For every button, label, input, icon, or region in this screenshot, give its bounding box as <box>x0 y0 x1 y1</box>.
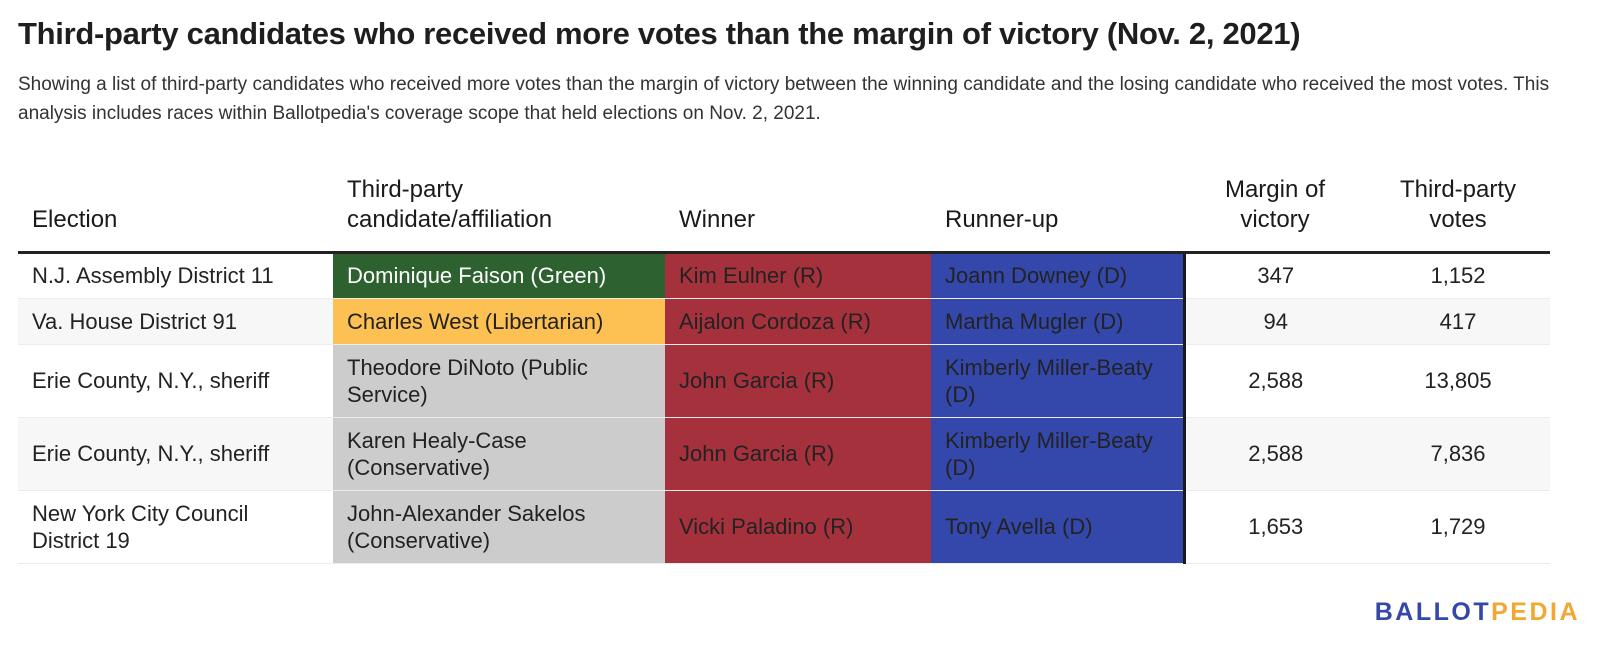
table-row: Erie County, N.Y., sheriff Karen Healy-Ca… <box>18 417 1550 491</box>
cell-margin: 2,588 <box>1184 417 1366 491</box>
cell-third-party-votes: 1,729 <box>1366 490 1550 564</box>
ballotpedia-logo: BALLOTPEDIA <box>1374 598 1580 626</box>
cell-runner-up: Joann Downey (D) <box>931 252 1186 299</box>
cell-winner: Aijalon Cordoza (R) <box>665 298 931 345</box>
table-row: Va. House District 91 Charles West (Liber… <box>18 298 1550 345</box>
cell-margin: 94 <box>1184 298 1366 345</box>
cell-third-party-votes: 7,836 <box>1366 417 1550 491</box>
cell-winner: Kim Eulner (R) <box>665 252 931 299</box>
cell-margin: 347 <box>1184 252 1366 299</box>
cell-runner-up: Martha Mugler (D) <box>931 298 1186 345</box>
header-winner: Winner <box>665 168 931 254</box>
header-election: Election <box>18 168 333 254</box>
cell-margin: 1,653 <box>1184 490 1366 564</box>
cell-runner-up: Kimberly Miller-Beaty (D) <box>931 344 1186 418</box>
cell-runner-up: Tony Avella (D) <box>931 490 1186 564</box>
cell-third-party-votes: 13,805 <box>1366 344 1550 418</box>
cell-election: Erie County, N.Y., sheriff <box>18 344 333 418</box>
chart-title: Third-party candidates who received more… <box>18 16 1301 51</box>
cell-election: Va. House District 91 <box>18 298 333 345</box>
cell-third-party-candidate: Theodore DiNoto (Public Service) <box>333 344 665 418</box>
cell-third-party-candidate: Charles West (Libertarian) <box>333 298 665 345</box>
header-votes: Third-party votes <box>1366 168 1550 254</box>
table-row: Erie County, N.Y., sheriff Theodore DiNot… <box>18 344 1550 418</box>
cell-winner: John Garcia (R) <box>665 344 931 418</box>
cell-third-party-votes: 1,152 <box>1366 252 1550 299</box>
table-body: N.J. Assembly District 11 Dominique Faiso… <box>18 252 1550 564</box>
table-row: N.J. Assembly District 11 Dominique Faiso… <box>18 252 1550 299</box>
cell-winner: John Garcia (R) <box>665 417 931 491</box>
results-table: Election Third-party candidate/affiliatio… <box>18 168 1550 564</box>
header-margin: Margin of victory <box>1184 168 1366 254</box>
cell-winner: Vicki Paladino (R) <box>665 490 931 564</box>
cell-election: N.J. Assembly District 11 <box>18 252 333 299</box>
cell-third-party-candidate: Dominique Faison (Green) <box>333 252 665 299</box>
cell-election: New York City Council District 19 <box>18 490 333 564</box>
cell-runner-up: Kimberly Miller-Beaty (D) <box>931 417 1186 491</box>
cell-third-party-candidate: John-Alexander Sakelos (Conservative) <box>333 490 665 564</box>
cell-third-party-votes: 417 <box>1366 298 1550 345</box>
header-row: Election Third-party candidate/affiliatio… <box>18 168 1550 254</box>
cell-election: Erie County, N.Y., sheriff <box>18 417 333 491</box>
header-candidate: Third-party candidate/affiliation <box>333 168 665 254</box>
chart-subtitle: Showing a list of third-party candidates… <box>18 74 1550 124</box>
table-row: New York City Council District 19 John-Al… <box>18 490 1550 564</box>
cell-margin: 2,588 <box>1184 344 1366 418</box>
cell-third-party-candidate: Karen Healy-Case (Conservative) <box>333 417 665 491</box>
header-runner-up: Runner-up <box>931 168 1184 254</box>
